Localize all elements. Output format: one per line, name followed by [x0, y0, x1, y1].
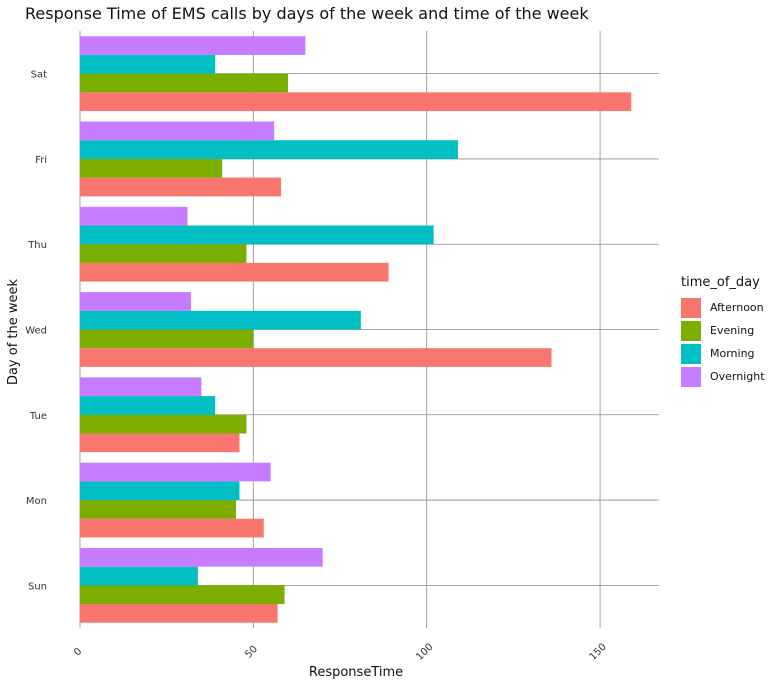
bar-afternoon-fri [80, 177, 282, 197]
bar-morning-mon [80, 481, 240, 501]
x-axis-label: ResponseTime [309, 665, 403, 680]
legend-label: Overnight [710, 370, 765, 383]
y-tick-label: Sat [31, 70, 47, 81]
x-tick-label: 100 [414, 642, 435, 663]
bar-overnight-wed [80, 292, 191, 311]
x-tick-label: 150 [588, 642, 609, 663]
legend-swatch [681, 366, 701, 387]
x-tick-label: 0 [72, 646, 84, 658]
y-tick-label: Tue [29, 411, 47, 422]
bar-overnight-mon [80, 462, 271, 482]
x-axis-ticks: 0 50 100 150 [72, 642, 609, 663]
y-axis-label: Day of the week [6, 278, 21, 385]
legend-swatch [681, 343, 701, 364]
bar-overnight-fri [80, 121, 275, 141]
legend-swatch [681, 297, 701, 318]
bar-overnight-sat [80, 36, 306, 55]
bar-afternoon-sat [80, 92, 632, 112]
legend-title: time_of_day [681, 275, 760, 290]
bar-overnight-sun [80, 547, 323, 567]
y-tick-label: Sun [28, 581, 47, 592]
y-tick-label: Fri [35, 155, 47, 166]
bars [80, 36, 632, 623]
bar-evening-tue [80, 414, 247, 434]
bar-morning-sat [80, 54, 216, 74]
legend-item-overnight: Overnight [681, 365, 765, 388]
bar-morning-wed [80, 310, 361, 330]
legend: time_of_day Afternoon Evening Morning Overn… [681, 275, 765, 388]
y-tick-label: Mon [26, 496, 47, 507]
bar-morning-tue [80, 396, 216, 415]
legend-label: Afternoon [710, 301, 764, 314]
bar-afternoon-tue [80, 433, 240, 453]
bar-evening-thu [80, 244, 247, 263]
bar-evening-sat [80, 73, 289, 93]
bar-afternoon-wed [80, 348, 552, 367]
bar-morning-thu [80, 225, 434, 245]
bar-afternoon-thu [80, 262, 389, 282]
bar-evening-sun [80, 585, 285, 605]
bar-overnight-tue [80, 377, 202, 397]
legend-label: Morning [710, 347, 755, 360]
chart-title: Response Time of EMS calls by days of th… [25, 4, 589, 23]
legend-item-afternoon: Afternoon [681, 296, 765, 319]
y-tick-label: Thu [27, 240, 47, 251]
bar-morning-fri [80, 140, 458, 159]
y-axis-ticks: Sun Mon Tue Wed Thu Fri Sat [25, 70, 47, 593]
bar-evening-wed [80, 329, 254, 349]
legend-item-morning: Morning [681, 342, 765, 365]
bar-overnight-thu [80, 206, 188, 226]
bar-morning-sun [80, 566, 198, 586]
legend-swatch [681, 320, 701, 341]
bar-afternoon-mon [80, 518, 264, 538]
legend-label: Evening [710, 324, 755, 337]
y-tick-label: Wed [25, 326, 47, 337]
x-tick-label: 50 [243, 644, 260, 661]
bar-evening-fri [80, 158, 223, 178]
legend-item-evening: Evening [681, 319, 765, 342]
bar-evening-mon [80, 500, 237, 519]
bar-afternoon-sun [80, 604, 278, 623]
